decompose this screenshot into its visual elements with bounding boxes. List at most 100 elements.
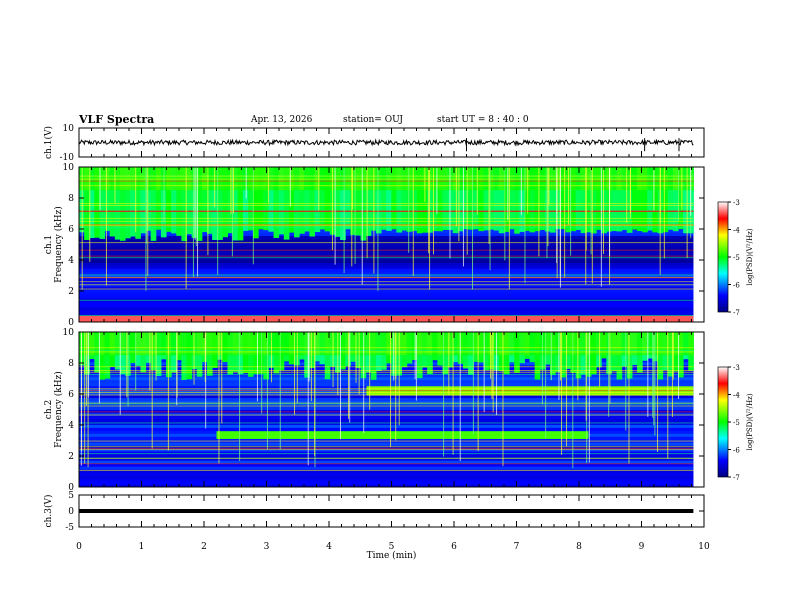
narrowband-line bbox=[79, 457, 694, 459]
y-tick-label: 5 bbox=[68, 491, 74, 501]
sferic-streak bbox=[462, 167, 464, 267]
narrowband-line bbox=[79, 394, 694, 396]
spectrogram-row bbox=[79, 235, 694, 240]
feature-band bbox=[216, 431, 589, 439]
emission-cell bbox=[457, 167, 464, 232]
x-tick-label: 2 bbox=[201, 542, 207, 552]
spectrogram-row bbox=[79, 415, 694, 419]
sferic-streak bbox=[307, 332, 309, 466]
sferic-streak bbox=[686, 167, 688, 259]
emission-cell bbox=[391, 167, 397, 230]
emission-cell bbox=[416, 332, 423, 356]
sferic-streak bbox=[566, 332, 568, 447]
spectrogram-row bbox=[79, 484, 694, 488]
spectrogram-row bbox=[79, 256, 694, 260]
emission-cell bbox=[206, 332, 213, 356]
waveform-ch3 bbox=[79, 509, 694, 513]
emission-cell bbox=[493, 167, 500, 231]
emission-cell bbox=[550, 332, 556, 356]
emission-cell bbox=[381, 332, 387, 356]
x-tick-label: 0 bbox=[76, 542, 82, 552]
emission-cell bbox=[688, 332, 694, 356]
emission-cell bbox=[242, 167, 249, 231]
emission-cell bbox=[268, 167, 275, 232]
spectrogram-row bbox=[79, 409, 694, 413]
sferic-streak bbox=[483, 332, 485, 413]
emission-cell bbox=[201, 167, 208, 233]
sferic-streak bbox=[504, 167, 506, 261]
emission-cell bbox=[432, 332, 438, 356]
sferic-streak bbox=[193, 332, 195, 385]
sferic-streak bbox=[337, 332, 339, 396]
emission-cell bbox=[324, 332, 331, 380]
emission-cell bbox=[601, 167, 607, 234]
spectrogram-row bbox=[79, 241, 694, 245]
emission-cell bbox=[381, 167, 387, 230]
sferic-streak bbox=[492, 332, 494, 413]
sferic-streak bbox=[147, 167, 149, 276]
emission-cell bbox=[263, 167, 269, 231]
emission-cell bbox=[273, 167, 280, 239]
sferic-streak bbox=[508, 167, 510, 290]
sferic-streak bbox=[443, 332, 445, 457]
emission-cell bbox=[585, 332, 592, 356]
emission-cell bbox=[119, 332, 126, 356]
spectrogram-row bbox=[79, 424, 694, 428]
narrowband-line bbox=[79, 210, 694, 212]
sferic-streak bbox=[89, 167, 91, 262]
emission-cell bbox=[411, 332, 418, 356]
sferic-streak bbox=[659, 167, 661, 224]
colorbar-tick-label: -3 bbox=[733, 199, 740, 207]
colorbar-tick-label: -6 bbox=[733, 282, 740, 290]
sferic-streak bbox=[245, 167, 247, 199]
y-axis-label: Frequency (kHz) bbox=[53, 371, 64, 448]
sferic-streak bbox=[98, 332, 100, 404]
emission-cell bbox=[99, 332, 106, 356]
emission-cell bbox=[171, 332, 177, 356]
narrowband-line bbox=[79, 447, 694, 449]
x-tick-label: 1 bbox=[139, 542, 145, 552]
sferic-streak bbox=[214, 167, 216, 208]
emission-cell bbox=[145, 167, 152, 231]
spectrogram-row bbox=[79, 457, 694, 461]
sferic-streak bbox=[279, 332, 281, 450]
spectrogram-row bbox=[79, 463, 694, 467]
sferic-streak bbox=[560, 332, 562, 381]
sferic-streak bbox=[477, 332, 479, 452]
emission-cell bbox=[125, 167, 131, 239]
emission-cell bbox=[401, 332, 408, 356]
y-tick-label: 8 bbox=[68, 359, 74, 369]
emission-cell bbox=[99, 167, 106, 239]
emission-cell bbox=[519, 167, 525, 232]
emission-cell bbox=[237, 332, 244, 356]
emission-cell bbox=[647, 332, 653, 356]
emission-cell bbox=[406, 167, 413, 232]
sferic-streak bbox=[377, 167, 379, 291]
narrowband-line bbox=[79, 274, 694, 276]
sferic-streak bbox=[455, 167, 457, 227]
sferic-streak bbox=[349, 332, 351, 423]
sferic-streak bbox=[334, 167, 336, 265]
start-time-label: start UT = 8 : 40 : 0 bbox=[437, 115, 529, 125]
sferic-streak bbox=[256, 332, 258, 402]
emission-cell bbox=[370, 332, 377, 380]
y-tick-label: 10 bbox=[63, 124, 75, 134]
y-axis-label: ch.2 bbox=[44, 400, 54, 419]
y-axis-label: ch.1(V) bbox=[43, 126, 54, 159]
sferic-streak bbox=[538, 167, 540, 257]
sferic-streak bbox=[690, 167, 692, 216]
narrowband-line bbox=[79, 403, 694, 405]
emission-cell bbox=[580, 167, 587, 234]
sferic-streak bbox=[266, 332, 268, 450]
sferic-streak bbox=[99, 167, 101, 211]
emission-cell bbox=[442, 167, 449, 230]
sferic-streak bbox=[489, 167, 491, 271]
sferic-streak bbox=[678, 332, 680, 399]
narrowband-line bbox=[79, 225, 694, 227]
emission-cell bbox=[345, 167, 351, 230]
sferic-streak bbox=[547, 167, 549, 247]
emission-cell bbox=[662, 167, 669, 233]
sferic-streak bbox=[351, 167, 353, 267]
x-tick-label: 8 bbox=[576, 542, 582, 552]
narrowband-line bbox=[79, 178, 694, 180]
